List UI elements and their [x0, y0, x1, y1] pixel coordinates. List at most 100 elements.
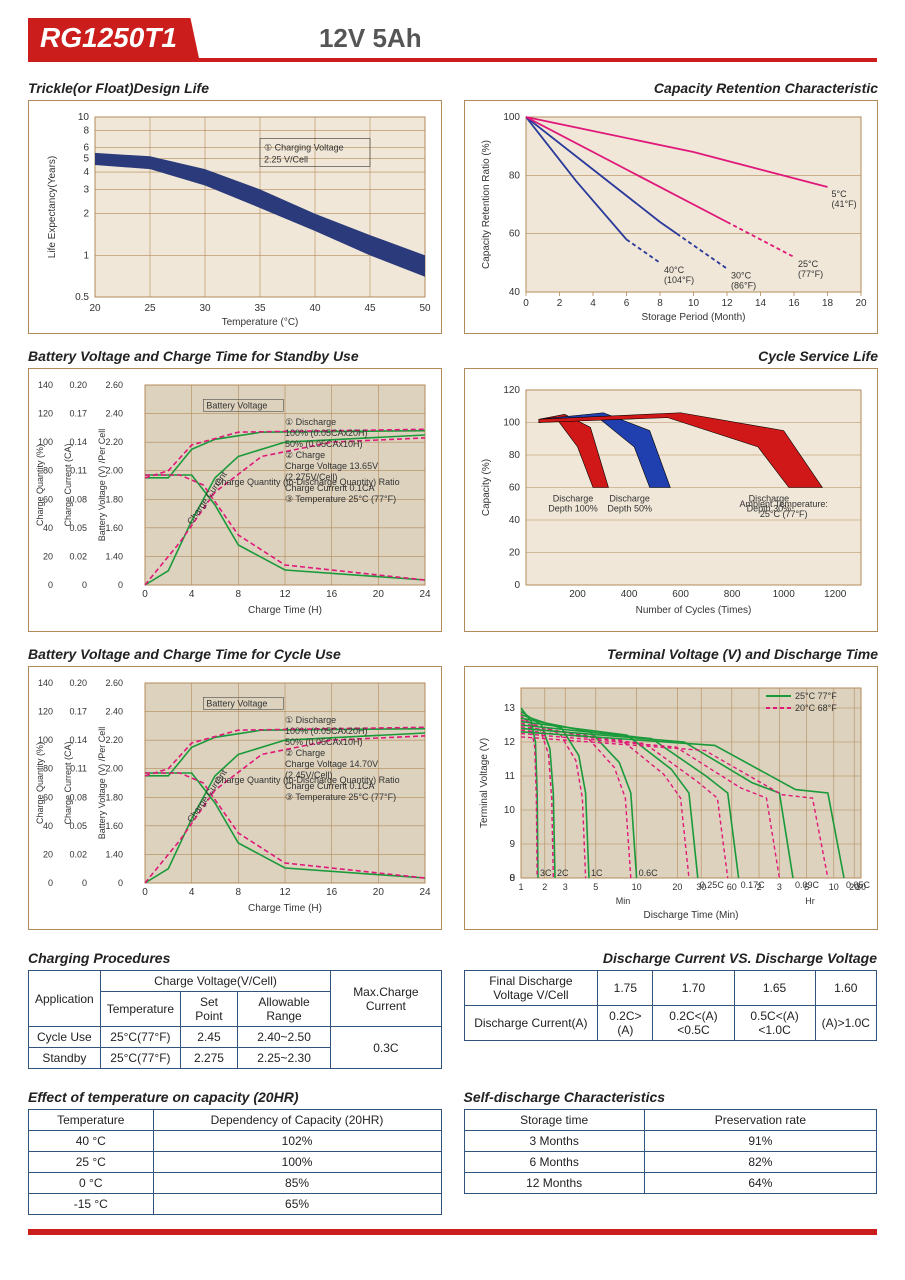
svg-text:50% (0.05CAx10H): 50% (0.05CAx10H): [285, 439, 363, 449]
th-cv: Charge Voltage(V/Cell): [100, 971, 331, 992]
svg-text:0: 0: [82, 878, 87, 888]
svg-text:4: 4: [83, 167, 89, 178]
svg-text:40: 40: [309, 303, 321, 314]
svg-text:10: 10: [632, 882, 642, 892]
svg-text:0.5: 0.5: [75, 292, 89, 303]
svg-text:0: 0: [514, 580, 520, 591]
svg-text:11: 11: [505, 771, 516, 782]
temp-table: TemperatureDependency of Capacity (20HR)…: [28, 1109, 442, 1215]
svg-text:4: 4: [189, 589, 195, 600]
svg-text:2.00: 2.00: [105, 466, 123, 476]
svg-text:12: 12: [279, 589, 291, 600]
svg-text:1.40: 1.40: [105, 551, 123, 561]
svg-text:2.20: 2.20: [105, 437, 123, 447]
svg-text:Charge Quantity (%): Charge Quantity (%): [35, 444, 45, 526]
th-sp: Set Point: [181, 992, 238, 1027]
cell: 3 Months: [464, 1131, 644, 1152]
svg-text:2C: 2C: [557, 868, 569, 878]
cell: 2.45: [181, 1027, 238, 1048]
svg-text:① Discharge: ① Discharge: [285, 715, 336, 725]
svg-text:(2.275V/Cell): (2.275V/Cell): [285, 472, 338, 482]
svg-text:1C: 1C: [591, 868, 603, 878]
svg-text:(86°F): (86°F): [731, 281, 756, 291]
svg-text:0.25C: 0.25C: [700, 880, 725, 890]
svg-text:35: 35: [254, 303, 266, 314]
svg-text:120: 120: [38, 707, 53, 717]
cell: Discharge Current(A): [464, 1006, 598, 1041]
svg-text:0.05C: 0.05C: [846, 880, 871, 890]
svg-text:Terminal Voltage (V): Terminal Voltage (V): [479, 738, 490, 828]
header: RG1250T1 12V 5Ah: [28, 18, 877, 62]
svg-text:120: 120: [503, 385, 520, 396]
svg-text:400: 400: [621, 589, 638, 600]
svg-text:2.00: 2.00: [105, 764, 123, 774]
svg-text:1.40: 1.40: [105, 849, 123, 859]
svg-text:Battery Voltage (V) /Per Cell: Battery Voltage (V) /Per Cell: [97, 429, 107, 542]
svg-text:8: 8: [83, 125, 89, 136]
svg-text:9: 9: [509, 839, 515, 850]
chart3-title: Battery Voltage and Charge Time for Stan…: [28, 348, 442, 364]
svg-text:120: 120: [38, 409, 53, 419]
svg-text:Capacity Retention Ratio (%): Capacity Retention Ratio (%): [481, 140, 492, 269]
chart1-box: 202530354045500.5123456810Temperature (°…: [28, 100, 442, 334]
svg-text:8: 8: [236, 887, 242, 898]
cell: Preservation rate: [644, 1110, 876, 1131]
chart5-box: 04812162024000200.021.40400.051.60600.08…: [28, 666, 442, 930]
svg-text:0.17C: 0.17C: [741, 880, 766, 890]
cell: 0.5C<(A)<1.0C: [734, 1006, 815, 1041]
svg-text:Charge Quantity (%): Charge Quantity (%): [35, 742, 45, 824]
svg-text:30: 30: [199, 303, 211, 314]
svg-text:20: 20: [43, 551, 53, 561]
temp-title: Effect of temperature on capacity (20HR): [28, 1089, 442, 1105]
svg-text:20: 20: [672, 882, 682, 892]
svg-text:8: 8: [509, 873, 515, 884]
svg-text:0: 0: [48, 878, 53, 888]
footer-bar: [28, 1229, 877, 1235]
self-title: Self-discharge Characteristics: [464, 1089, 878, 1105]
svg-text:60: 60: [509, 483, 521, 494]
svg-text:13: 13: [504, 703, 516, 714]
svg-text:6: 6: [83, 143, 89, 154]
svg-text:25°C 77°F: 25°C 77°F: [795, 691, 837, 701]
svg-text:① Charging Voltage: ① Charging Voltage: [264, 142, 344, 152]
cell: Temperature: [29, 1110, 154, 1131]
cell: 1.70: [653, 971, 734, 1006]
discharge-title: Discharge Current VS. Discharge Voltage: [464, 950, 878, 966]
chart4-title: Cycle Service Life: [464, 348, 878, 364]
svg-text:100: 100: [503, 112, 520, 123]
svg-text:60: 60: [509, 229, 521, 240]
cell: 65%: [153, 1194, 441, 1215]
svg-text:4: 4: [590, 298, 596, 309]
cell: 82%: [644, 1152, 876, 1173]
discharge-table: Final Discharge Voltage V/Cell 1.75 1.70…: [464, 970, 878, 1041]
svg-text:5°C: 5°C: [832, 189, 848, 199]
svg-text:Charge Time (H): Charge Time (H): [248, 903, 322, 914]
svg-text:Battery Voltage: Battery Voltage: [206, 698, 267, 708]
svg-text:Storage Period (Month): Storage Period (Month): [642, 312, 746, 323]
cell: 25°C(77°F): [100, 1048, 180, 1069]
svg-text:140: 140: [38, 678, 53, 688]
chart3-svg: 04812162024000200.021.40400.051.60600.08…: [35, 375, 435, 625]
cell: Dependency of Capacity (20HR): [153, 1110, 441, 1131]
svg-text:0: 0: [523, 298, 529, 309]
chart3-box: 04812162024000200.021.40400.051.60600.08…: [28, 368, 442, 632]
svg-text:1: 1: [83, 250, 89, 261]
svg-text:Number of Cycles (Times): Number of Cycles (Times): [636, 605, 752, 616]
svg-text:0.20: 0.20: [69, 678, 87, 688]
svg-text:0: 0: [82, 580, 87, 590]
svg-text:0.02: 0.02: [69, 849, 87, 859]
cell: 0 °C: [29, 1173, 154, 1194]
svg-text:100% (0.05CAx20H): 100% (0.05CAx20H): [285, 428, 368, 438]
svg-text:12: 12: [279, 887, 291, 898]
svg-text:0: 0: [142, 589, 148, 600]
svg-text:40: 40: [509, 515, 521, 526]
svg-text:10: 10: [78, 112, 90, 123]
svg-text:0: 0: [118, 580, 123, 590]
svg-text:Charge Current 0.1CA: Charge Current 0.1CA: [285, 781, 375, 791]
cell: Standby: [29, 1048, 101, 1069]
svg-text:③ Temperature 25°C (77°F): ③ Temperature 25°C (77°F): [285, 494, 396, 504]
svg-text:25°C: 25°C: [798, 259, 819, 269]
svg-text:0: 0: [48, 580, 53, 590]
svg-text:1.60: 1.60: [105, 821, 123, 831]
svg-text:3: 3: [777, 882, 782, 892]
